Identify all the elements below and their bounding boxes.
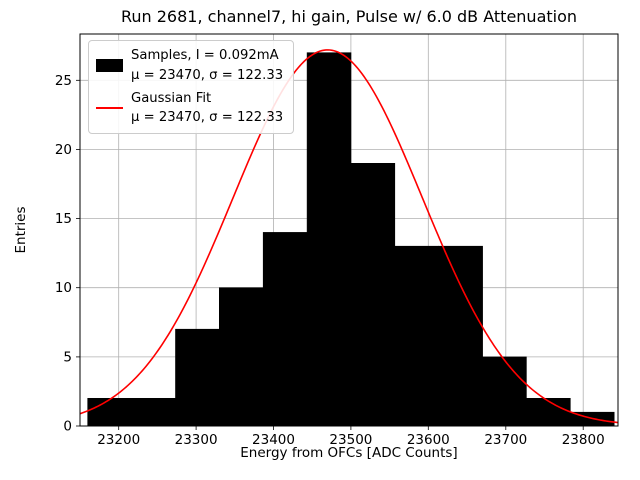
svg-text:15: 15 — [55, 211, 72, 227]
legend-samples-stats: μ = 23470, σ = 122.33 — [131, 67, 284, 83]
svg-text:25: 25 — [55, 73, 72, 89]
svg-text:23700: 23700 — [484, 432, 527, 448]
svg-text:23600: 23600 — [407, 432, 450, 448]
legend-samples-label: Samples, I = 0.092mA — [131, 48, 279, 63]
svg-text:23400: 23400 — [252, 432, 295, 448]
legend-fit-label: Gaussian Fit — [131, 90, 212, 106]
legend: Samples, I = 0.092mA μ = 23470, σ = 122.… — [88, 40, 295, 135]
legend-entry-gaussian-fit: Gaussian Fit μ = 23470, σ = 122.33 — [96, 89, 283, 129]
svg-text:23200: 23200 — [97, 432, 140, 448]
legend-entry-samples: Samples, I = 0.092mA μ = 23470, σ = 122.… — [96, 46, 283, 86]
svg-text:23800: 23800 — [562, 432, 605, 448]
svg-text:10: 10 — [55, 280, 72, 296]
svg-text:20: 20 — [55, 142, 72, 158]
samples-swatch-icon — [96, 59, 123, 73]
svg-text:5: 5 — [63, 349, 72, 365]
svg-text:23300: 23300 — [175, 432, 218, 448]
legend-fit-stats: μ = 23470, σ = 122.33 — [131, 110, 284, 126]
y-axis-label: Entries — [13, 206, 29, 254]
x-axis-label: Energy from OFCs [ADC Counts] — [240, 445, 458, 461]
gaussian-fit-line-icon — [96, 107, 123, 110]
chart-title: Run 2681, channel7, hi gain, Pulse w/ 6.… — [120, 7, 578, 26]
svg-text:0: 0 — [63, 419, 72, 435]
svg-text:23500: 23500 — [329, 432, 372, 448]
